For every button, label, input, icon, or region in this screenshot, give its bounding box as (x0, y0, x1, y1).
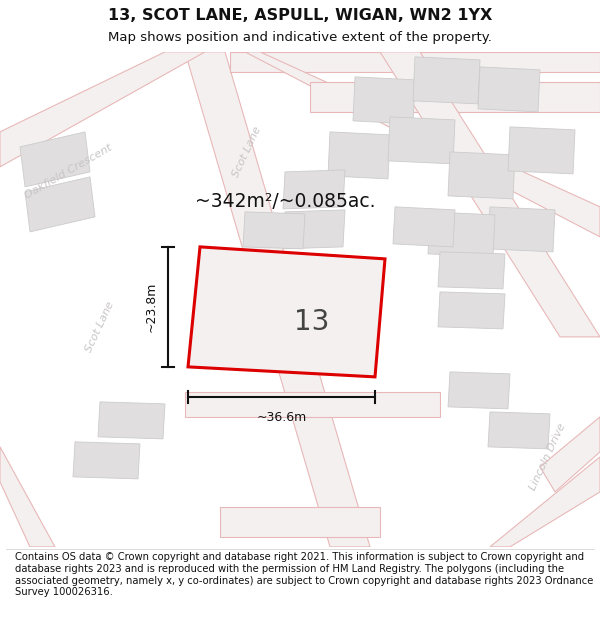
Text: Scot Lane: Scot Lane (84, 300, 116, 354)
Polygon shape (310, 82, 600, 112)
Polygon shape (508, 127, 575, 174)
Polygon shape (98, 402, 165, 439)
Polygon shape (283, 170, 345, 209)
Polygon shape (353, 77, 415, 124)
Polygon shape (25, 177, 95, 232)
Polygon shape (185, 392, 440, 417)
Text: Lincoln Drive: Lincoln Drive (528, 422, 568, 492)
Polygon shape (428, 212, 495, 257)
Polygon shape (73, 442, 140, 479)
Text: 13, SCOT LANE, ASPULL, WIGAN, WN2 1YX: 13, SCOT LANE, ASPULL, WIGAN, WN2 1YX (108, 8, 492, 23)
Polygon shape (438, 252, 505, 289)
Polygon shape (188, 247, 385, 377)
Polygon shape (0, 52, 205, 167)
Text: 13: 13 (295, 308, 329, 336)
Text: Map shows position and indicative extent of the property.: Map shows position and indicative extent… (108, 31, 492, 44)
Text: ~36.6m: ~36.6m (256, 411, 307, 424)
Polygon shape (448, 372, 510, 409)
Polygon shape (380, 52, 600, 337)
Text: ~342m²/~0.085ac.: ~342m²/~0.085ac. (195, 192, 376, 211)
Polygon shape (393, 207, 455, 247)
Text: Contains OS data © Crown copyright and database right 2021. This information is : Contains OS data © Crown copyright and d… (15, 552, 593, 597)
Polygon shape (185, 52, 370, 547)
Text: Oakfield Crescent: Oakfield Crescent (23, 142, 113, 201)
Polygon shape (438, 292, 505, 329)
Polygon shape (540, 417, 600, 492)
Polygon shape (388, 117, 455, 164)
Polygon shape (220, 507, 380, 537)
Polygon shape (413, 57, 480, 104)
Text: ~23.8m: ~23.8m (145, 282, 158, 332)
Polygon shape (243, 212, 305, 249)
Polygon shape (298, 292, 360, 329)
Polygon shape (0, 447, 55, 547)
Polygon shape (490, 457, 600, 547)
Polygon shape (243, 252, 305, 289)
Polygon shape (448, 152, 515, 199)
Polygon shape (488, 412, 550, 449)
Polygon shape (230, 52, 600, 72)
Polygon shape (478, 67, 540, 112)
Text: Scot Lane: Scot Lane (231, 125, 263, 179)
Polygon shape (283, 210, 345, 249)
Polygon shape (245, 52, 600, 237)
Polygon shape (488, 207, 555, 252)
Polygon shape (20, 132, 90, 187)
Polygon shape (328, 132, 390, 179)
